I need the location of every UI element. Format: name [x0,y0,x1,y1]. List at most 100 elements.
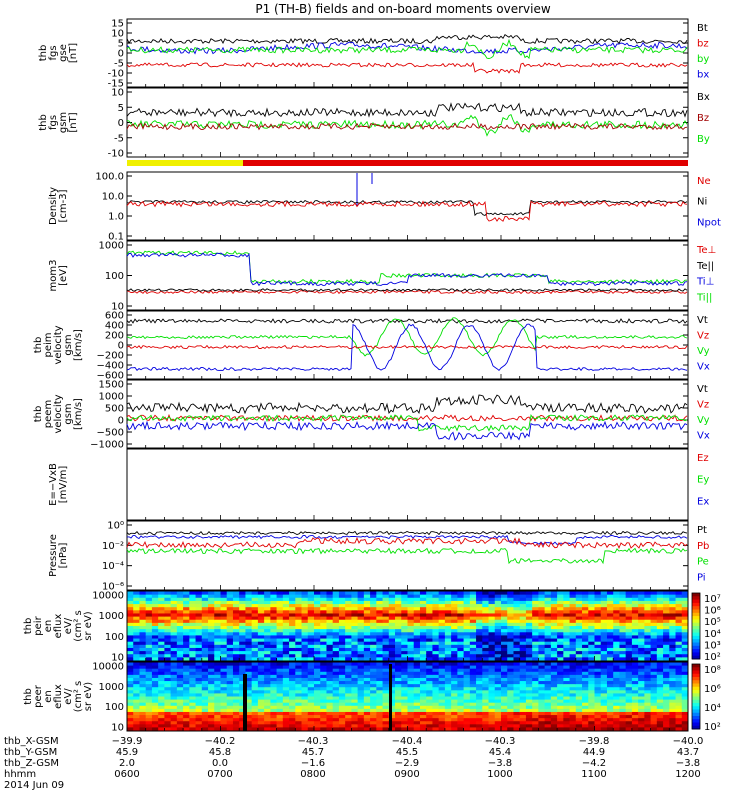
heat-cell [251,629,259,633]
heat-cell [351,718,359,722]
heat-cell [170,724,178,728]
heat-cell [644,647,652,652]
heat-cell [631,699,639,704]
heat-cell [631,635,639,640]
colorbar-segment [692,703,700,707]
heat-cell [314,647,321,652]
heat-cell [501,668,508,673]
heat-cell [594,641,602,646]
heat-cell [282,696,290,701]
heat-cell [644,702,652,707]
heat-cell [538,604,546,608]
y-tick-label: −200 [97,351,124,362]
heat-cell [606,647,614,652]
trace-by [126,113,688,137]
heat-cell [501,626,508,630]
heat-cell [476,644,483,649]
heat-cell [525,699,533,704]
heat-cell [513,677,521,682]
heat-cell [606,718,614,722]
heat-cell [407,708,415,713]
heat-cell [675,665,683,670]
heat-cell [332,635,340,640]
heat-cell [550,619,558,624]
heat-cell [488,718,496,722]
heat-cell [270,721,278,725]
heat-cell [176,705,184,710]
heat-cell [569,668,577,673]
heat-cell [301,632,309,636]
heat-cell [158,671,165,676]
heat-cell [295,705,303,710]
heat-cell [426,591,433,596]
heat-cell [127,727,134,731]
x-axis-value: 45.8 [209,747,231,758]
heat-cell [139,629,147,633]
heat-cell [345,594,352,599]
heat-cell [426,626,433,630]
heat-cell [469,696,477,701]
heat-cell [451,647,458,652]
heat-cell [338,644,346,649]
heat-cell [494,657,502,661]
heat-cell [669,597,677,602]
heat-cell [606,638,614,643]
heat-cell [201,629,209,633]
heat-cell [631,613,639,618]
heat-cell [276,671,284,676]
heat-cell [251,677,259,682]
heat-cell [345,693,352,697]
heat-cell [426,619,433,624]
heat-cell [525,635,533,640]
heat-cell [426,708,433,713]
heat-cell [663,662,670,667]
heat-cell [544,632,552,636]
heat-cell [370,668,377,673]
heat-cell [463,622,471,627]
heat-cell [164,647,172,652]
heat-cell [251,671,259,676]
heat-cell [301,690,309,694]
x-axis-value: −3.8 [488,758,512,769]
heat-cell [127,677,134,682]
heat-cell [195,657,203,661]
heat-cell [507,594,514,599]
heat-cell [382,610,390,614]
heat-cell [438,684,446,688]
heat-cell [656,715,664,719]
y-axis-label-line: peer [33,684,44,708]
heat-cell [176,721,184,725]
heat-cell [326,604,334,608]
heat-cell [195,626,203,630]
heat-cell [189,591,197,596]
heat-cell [158,665,165,670]
heat-cell [245,677,253,682]
heat-cell [164,711,172,716]
heat-cell [395,632,402,636]
heat-cell [669,641,677,646]
heat-cell [669,604,677,608]
heat-cell [332,647,340,652]
heat-cell [208,721,215,725]
heat-cell [532,668,539,673]
heat-cell [469,613,477,618]
heat-cell [444,622,452,627]
colorbar-segment [692,593,700,597]
heat-cell [457,699,465,704]
heat-cell [444,693,452,697]
heat-cell [264,591,271,596]
heat-cell [307,651,315,655]
heat-cell [295,721,303,725]
heat-cell [569,644,577,649]
heat-cell [538,600,546,605]
heat-cell [307,702,315,707]
heat-cell [127,622,134,627]
heat-cell [513,607,521,611]
heat-cell [295,610,303,614]
heat-cell [638,711,645,716]
heat-cell [663,705,670,710]
heat-cell [395,708,402,713]
heat-cell [382,721,390,725]
heat-cell [357,613,365,618]
heat-cell [245,651,253,655]
